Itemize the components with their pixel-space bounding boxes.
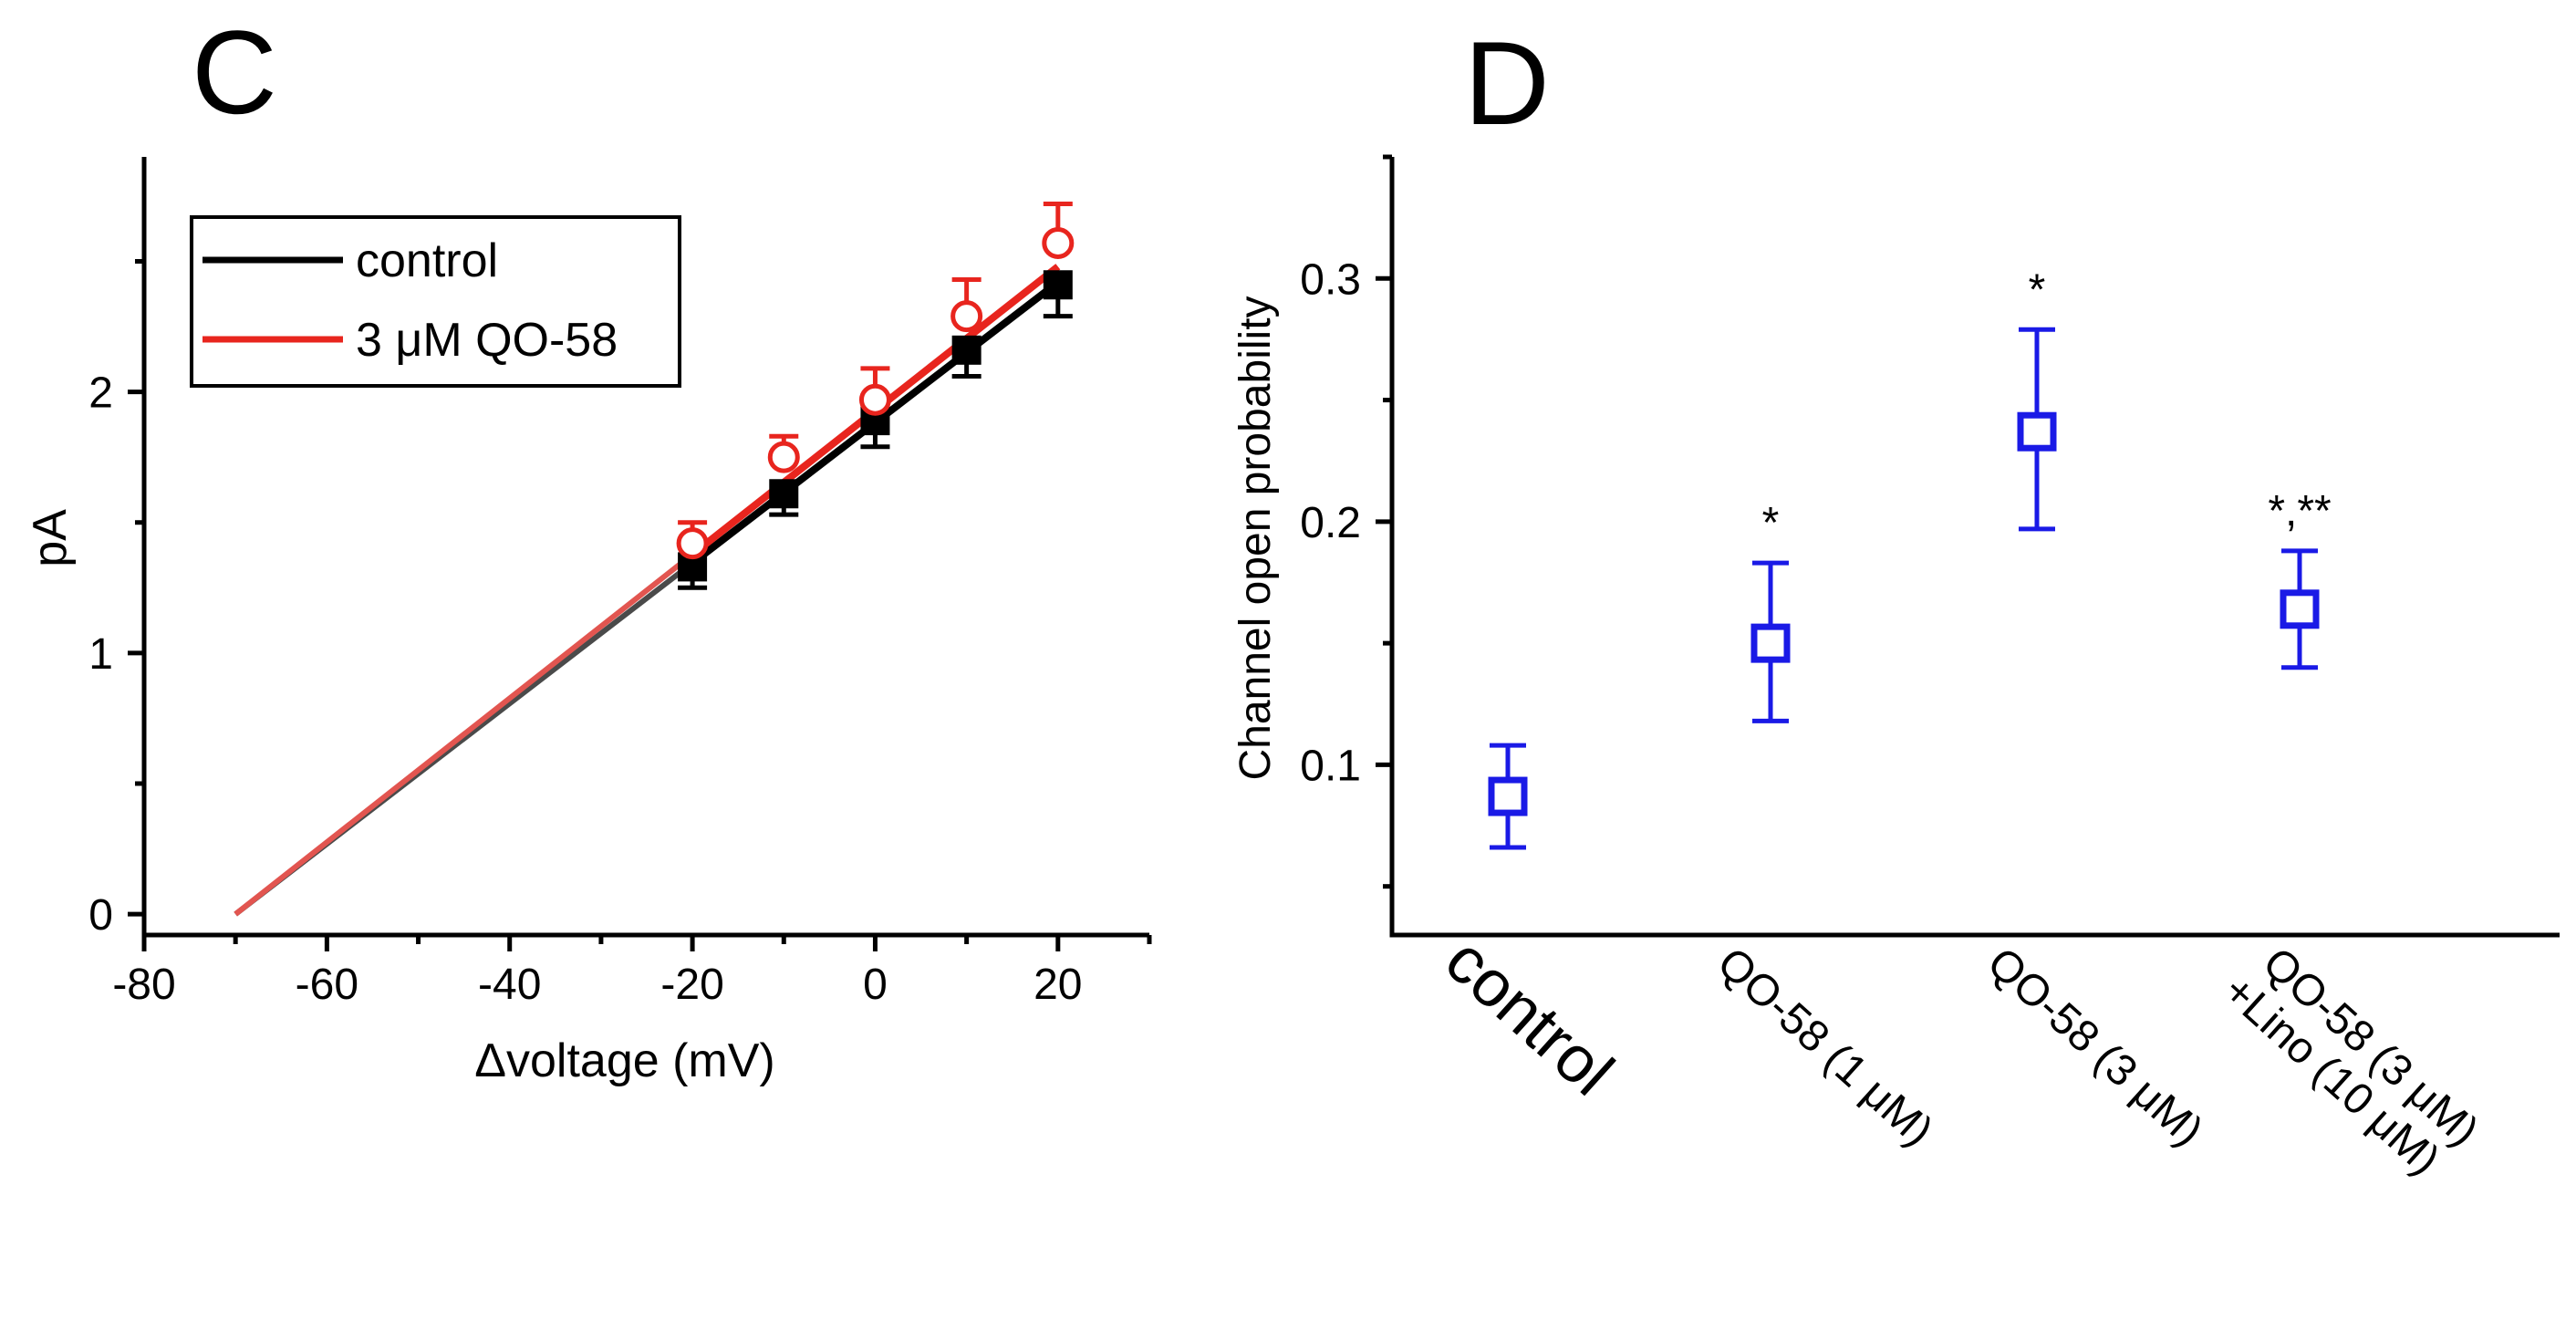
chart-c-point-control [769, 479, 799, 509]
chart-d-point [1750, 623, 1791, 663]
chart-d-point [1488, 776, 1528, 816]
chart-d-point [2280, 589, 2320, 629]
chart-d-ylabel: Channel open probability [1231, 296, 1280, 780]
chart-c-ytick-label: 2 [88, 369, 113, 418]
chart-d-category-line: QO-58 (3 μM) [1979, 939, 2212, 1156]
chart-d-category-line: QO-58 (1 μM) [1709, 939, 1942, 1156]
chart-c: -80 -60 -40 -20 0 20 0 1 2 pA Δvoltage (mV) cont… [24, 157, 1152, 1087]
chart-c-point-qo58 [950, 300, 983, 333]
chart-d-point [2017, 411, 2057, 452]
chart-d-category-label: control [1431, 923, 1626, 1109]
chart-d-axes [1389, 157, 2560, 938]
chart-d-ytick-label: 0.3 [1300, 255, 1361, 304]
chart-c-ytick-label: 0 [88, 891, 113, 940]
chart-d-category-label: QO-58 (1 μM) [1709, 939, 1942, 1156]
chart-d-category-label: QO-58 (3 μM) [1979, 939, 2212, 1156]
chart-d: * * *,** 0.1 0.2 0.3 Channel open probabilit… [1231, 154, 2560, 1191]
chart-c-ylabel: pA [24, 509, 77, 567]
chart-d-significance: * [1762, 499, 1780, 547]
chart-c-point-qo58 [676, 527, 709, 560]
chart-d-ytick-label: 0.2 [1300, 499, 1361, 547]
chart-c-legend-label-qo58: 3 μM QO-58 [356, 314, 618, 367]
chart-c-point-qo58 [858, 383, 891, 416]
chart-d-significance: * [2029, 265, 2046, 314]
chart-c-ytick-label: 1 [88, 630, 113, 679]
chart-d-category-label: QO-58 (3 μM)+Lino (10 μM) [2214, 931, 2488, 1191]
panel-label-c: C [192, 5, 277, 139]
chart-c-xtick-label: 0 [863, 961, 888, 1009]
chart-c-point-control [951, 335, 982, 365]
chart-c-xtick-label: -20 [660, 961, 723, 1009]
chart-c-point-qo58 [1042, 226, 1075, 259]
chart-c-legend-label-control: control [356, 234, 498, 287]
chart-d-category-line: control [1431, 923, 1626, 1109]
chart-c-point-qo58 [767, 441, 800, 473]
chart-c-xtick-label: 20 [1034, 961, 1082, 1009]
chart-c-legend: control 3 μM QO-58 [190, 215, 681, 388]
chart-d-ytick-label: 0.1 [1300, 742, 1361, 790]
chart-c-point-control [1043, 270, 1073, 300]
chart-c-xtick-label: -60 [296, 961, 358, 1009]
chart-c-fit-extrapolation-1 [234, 552, 694, 917]
chart-c-xtick-label: -80 [112, 961, 175, 1009]
chart-c-xtick-label: -40 [478, 961, 541, 1009]
chart-c-xlabel: Δvoltage (mV) [474, 1034, 775, 1087]
panel-label-d: D [1464, 16, 1550, 150]
chart-d-significance: *,** [2268, 487, 2331, 535]
chart-c-legend-box [190, 215, 681, 388]
